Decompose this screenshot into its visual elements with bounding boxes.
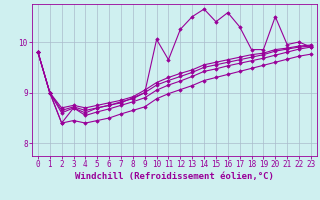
X-axis label: Windchill (Refroidissement éolien,°C): Windchill (Refroidissement éolien,°C) xyxy=(75,172,274,181)
